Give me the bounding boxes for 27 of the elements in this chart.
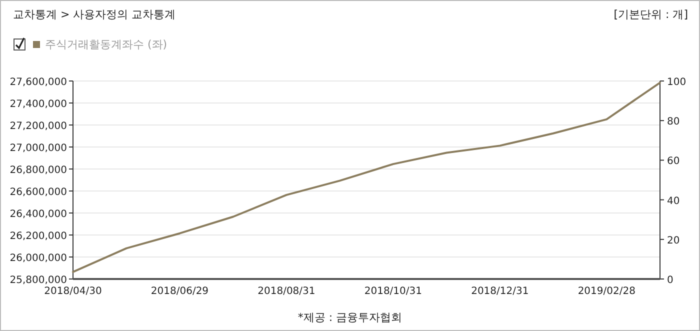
x-tick-label: 2018/10/31 [364, 286, 422, 297]
x-tick-label: 2018/12/31 [471, 286, 529, 297]
x-tick-label: 2018/08/31 [258, 286, 316, 297]
y-tick-label: 26,000,000 [10, 253, 67, 264]
x-tick-label: 2018/06/29 [150, 286, 209, 297]
chart-subtitle: [기본단위 : 개] [614, 8, 688, 21]
y-tick-label: 26,800,000 [10, 165, 67, 176]
y2-tick-label: 40 [667, 196, 680, 207]
y-tick-label: 26,400,000 [10, 209, 67, 220]
y2-tick-label: 100 [667, 77, 686, 88]
x-tick-label: 2019/02/28 [578, 286, 636, 297]
y2-tick-label: 0 [667, 275, 674, 286]
chart-title: 교차통계 > 사용자정의 교차통계 [13, 8, 176, 21]
y-tick-label: 25,800,000 [10, 275, 67, 286]
line-series [72, 82, 661, 273]
y-tick-label: 26,600,000 [10, 187, 67, 198]
y-tick-label: 27,400,000 [10, 99, 67, 110]
y2-tick-label: 20 [667, 235, 680, 246]
y-tick-label: 26,200,000 [10, 231, 67, 242]
x-tick-label: 2018/04/30 [44, 286, 102, 297]
y2-tick-label: 80 [667, 116, 680, 128]
text: *제공 : 금융투자협회 [298, 311, 402, 324]
legend-label: 주식거래활동계좌수 (좌) [45, 38, 168, 51]
y-tick-label: 27,200,000 [10, 121, 67, 132]
y2-tick-label: 60 [667, 156, 680, 168]
y-tick-label: 27,000,000 [10, 143, 67, 154]
y-tick-label: 27,600,000 [10, 77, 67, 88]
